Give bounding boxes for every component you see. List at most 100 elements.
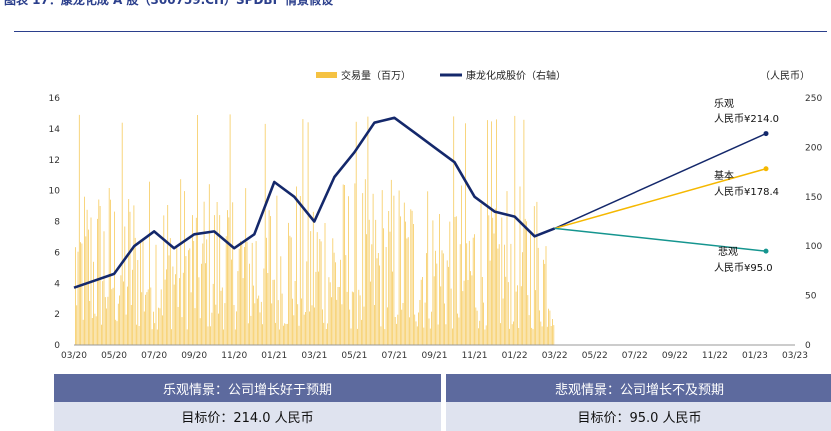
volume-bar (390, 179, 392, 345)
left-y-tick-label: 14 (49, 125, 61, 135)
volume-bar (93, 261, 94, 345)
volume-bar (242, 278, 244, 345)
volume-bar (511, 324, 513, 345)
volume-bar (296, 186, 297, 345)
volume-bar (151, 329, 153, 345)
volume-bar (335, 262, 336, 345)
volume-bar (210, 326, 211, 345)
legend-volume-label: 交易量（百万） (341, 69, 411, 82)
volume-bar (102, 281, 104, 345)
volume-bar (375, 219, 377, 345)
legend: 交易量（百万） 康龙化成股价（右轴） (316, 69, 566, 82)
volume-bar (546, 326, 548, 345)
volume-bar (384, 329, 386, 345)
volume-bar (498, 244, 500, 345)
volume-bar (522, 252, 523, 345)
volume-bar (241, 243, 243, 345)
volume-bar (180, 179, 182, 345)
volume-bar (461, 185, 462, 345)
volume-bar (400, 216, 401, 345)
volume-bar (483, 302, 484, 345)
bull-panel-target: 目标价：214.0 人民币 (54, 402, 441, 431)
volume-bar (195, 217, 197, 345)
volume-bar (349, 309, 351, 345)
volume-bar (364, 179, 366, 345)
bull-scenario-panel: 乐观情景：公司增长好于预期 目标价：214.0 人民币 (54, 374, 441, 431)
volume-bar (198, 277, 200, 345)
volume-bar (322, 309, 323, 345)
volume-bar (550, 326, 552, 345)
volume-bar (143, 311, 145, 345)
left-y-tick-label: 2 (54, 310, 60, 320)
volume-bar (470, 271, 471, 345)
volume-bar (479, 320, 481, 345)
x-tick-label: 03/23 (782, 351, 808, 361)
volume-bar (171, 329, 172, 345)
volume-bar (97, 218, 98, 345)
volume-bar (485, 325, 487, 345)
volume-bar (407, 237, 409, 345)
volume-bar (197, 115, 198, 345)
x-tick-label: 09/22 (662, 351, 688, 361)
volume-bar (426, 253, 427, 345)
volume-bar (84, 196, 85, 345)
left-y-tick-label: 8 (54, 218, 60, 228)
volume-bar (507, 282, 509, 345)
volume-bar (385, 247, 387, 345)
volume-bar (359, 295, 361, 345)
volume-bar (107, 296, 109, 345)
volume-bar (319, 239, 321, 345)
volume-bar (138, 326, 140, 345)
volume-bar (140, 239, 141, 345)
volume-bar (232, 202, 234, 345)
volume-bar (154, 323, 156, 345)
volume-bar (337, 287, 339, 345)
volume-bar (275, 322, 276, 345)
volume-bar (288, 222, 289, 345)
volume-bar (85, 236, 87, 345)
volume-bar (185, 256, 187, 345)
volume-bar (402, 303, 404, 345)
volume-bar (405, 221, 406, 345)
volume-bar (442, 253, 444, 345)
volume-bar (279, 329, 280, 345)
volume-bar (436, 263, 438, 345)
volume-bar (348, 196, 349, 345)
volume-bar (424, 302, 426, 345)
volume-bar (306, 261, 308, 345)
volume-bar (127, 286, 128, 345)
volume-bar (111, 289, 113, 345)
volume-bar (333, 252, 335, 345)
volume-bar (403, 202, 405, 345)
volume-bar (98, 199, 100, 345)
volume-bar (415, 321, 417, 345)
volume-bar (104, 297, 106, 345)
volume-bar (520, 286, 522, 345)
volume-bar (376, 258, 378, 345)
volume-bar (266, 237, 267, 345)
bear-target-point (763, 248, 769, 254)
volume-bar (108, 188, 110, 345)
volume-bar (332, 238, 334, 345)
volume-bar (506, 191, 508, 345)
volume-bar (444, 303, 445, 345)
volume-bar (212, 283, 214, 345)
left-y-tick-label: 6 (54, 248, 60, 258)
volume-bar (514, 115, 516, 346)
x-tick-label: 09/20 (181, 351, 207, 361)
volume-bar (188, 250, 189, 345)
volume-bar (120, 275, 122, 345)
volume-bar (186, 329, 188, 345)
bull-target-point (763, 131, 769, 137)
volume-bar (528, 315, 530, 345)
volume-bar (458, 317, 460, 345)
volume-bar (273, 279, 275, 345)
volume-bar (383, 228, 384, 345)
volume-bar (290, 237, 292, 345)
legend-volume-swatch (316, 72, 337, 78)
x-tick-label: 11/22 (702, 351, 728, 361)
volume-bar (276, 195, 278, 345)
volume-bar (510, 243, 512, 345)
bear-panel-header: 悲观情景：公司增长不及预期 (446, 374, 831, 402)
volume-bar (455, 216, 457, 345)
